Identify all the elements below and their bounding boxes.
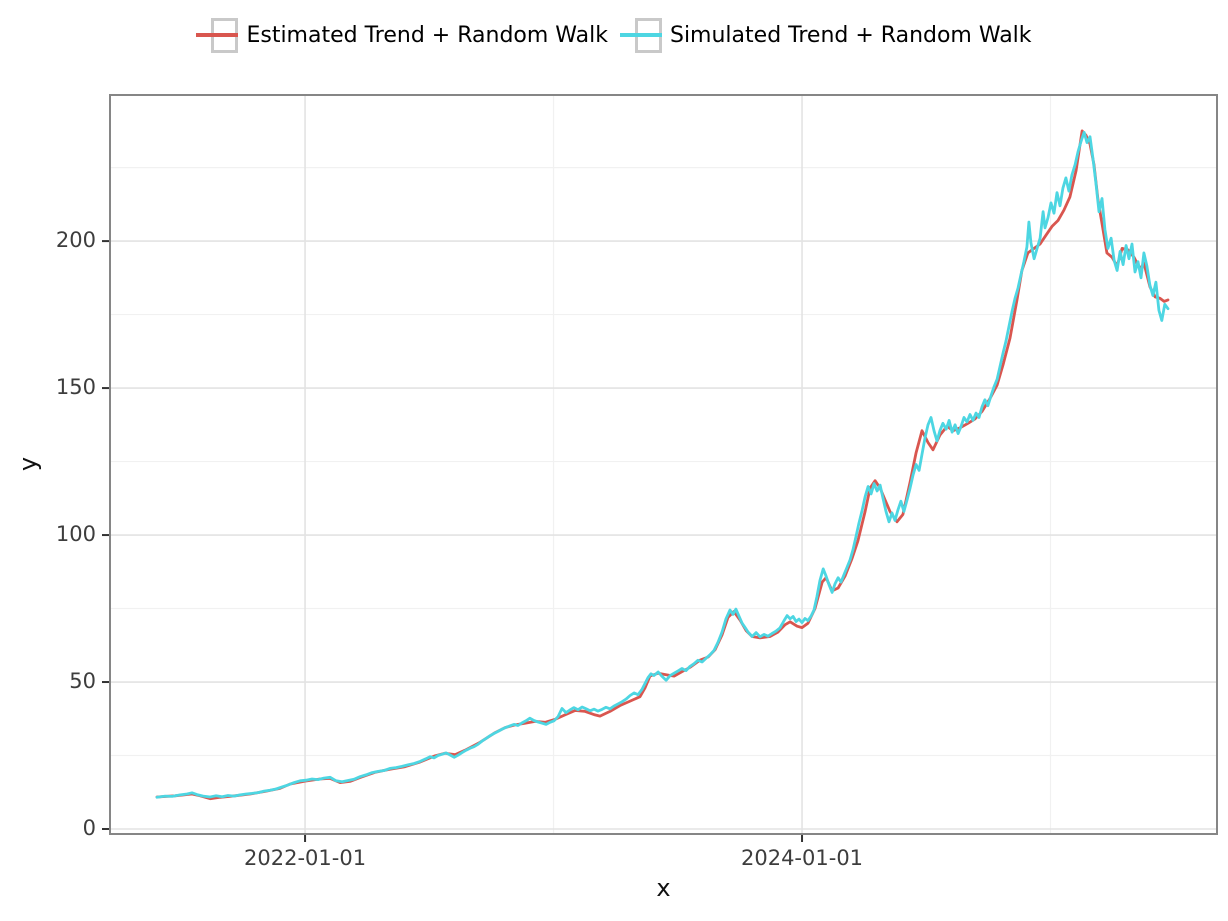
- x-tick-label: 2022-01-01: [244, 846, 367, 870]
- x-tick-label: 2024-01-01: [740, 846, 864, 870]
- y-tick-label: 200: [55, 228, 96, 253]
- series-line-simulated: [155, 130, 1170, 799]
- y-tick-label: 50: [69, 669, 96, 694]
- legend-key-simulated: [619, 17, 662, 53]
- y-tick-label: 100: [55, 522, 96, 547]
- panel-background: [110, 95, 1217, 834]
- x-axis-label: x: [656, 874, 671, 902]
- legend-label-estimated: Estimated Trend + Random Walk: [246, 22, 608, 48]
- panel-border: [109, 94, 1218, 835]
- legend-label-simulated: Simulated Trend + Random Walk: [669, 22, 1032, 48]
- legend-key-line-icon: [619, 33, 662, 37]
- legend: Estimated Trend + Random Walk Simulated …: [0, 13, 1228, 57]
- legend-item-simulated: Simulated Trend + Random Walk: [619, 17, 1032, 53]
- legend-key-estimated: [196, 17, 239, 53]
- y-tick-label: 0: [82, 816, 96, 840]
- y-axis-label: y: [14, 456, 42, 472]
- y-tick-label: 150: [55, 375, 96, 400]
- legend-item-estimated: Estimated Trend + Random Walk: [196, 17, 608, 53]
- legend-key-line-icon: [196, 33, 239, 37]
